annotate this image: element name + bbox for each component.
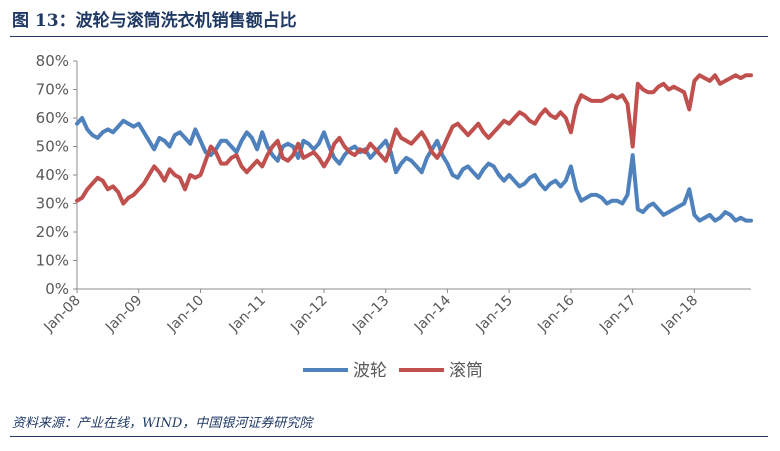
legend: 波轮 滚筒 [303,361,483,381]
y-tick-label: 70% [36,81,69,99]
x-tick-label: Jan-11 [226,293,269,336]
y-tick-label: 10% [36,252,69,270]
series-line-drum [75,73,753,206]
x-tick-label: Jan-15 [473,293,516,336]
x-tick-label: Jan-16 [534,292,578,336]
x-tick-label: Jan-10 [164,293,207,336]
source-note: 资料来源：产业在线，WIND，中国银河证券研究院 [12,416,313,431]
series-layer [75,73,753,223]
y-tick-label: 40% [36,166,69,184]
x-tick-label: Jan-09 [102,293,145,336]
x-tick-label: Jan-17 [596,293,639,336]
x-tick-label: Jan-13 [349,293,392,336]
x-tick-label: Jan-18 [658,293,701,336]
y-axis: 0% 10% 20% 30% 40% 50% 60% 70% 80% [36,52,78,298]
x-tick-label: Jan-08 [40,293,83,336]
legend-label: 波轮 [353,361,387,381]
bottom-rule [10,436,768,437]
title-rule [10,36,768,37]
y-tick-label: 80% [36,52,69,70]
x-tick-label: Jan-12 [287,293,330,336]
x-axis: Jan-08 Jan-09 Jan-10 Jan-11 Jan-12 Jan-13 Jan-… [40,288,751,336]
y-tick-label: 0% [45,280,69,298]
y-tick-label: 20% [36,223,69,241]
legend-label: 滚筒 [449,361,483,381]
y-tick-label: 60% [36,109,69,127]
x-tick-label: Jan-14 [411,292,455,336]
y-tick-label: 30% [36,195,69,213]
figure-title: 图 13：波轮与滚筒洗衣机销售额占比 [12,11,297,31]
series-line-pulsator [75,116,753,223]
y-tick-label: 50% [36,138,69,156]
